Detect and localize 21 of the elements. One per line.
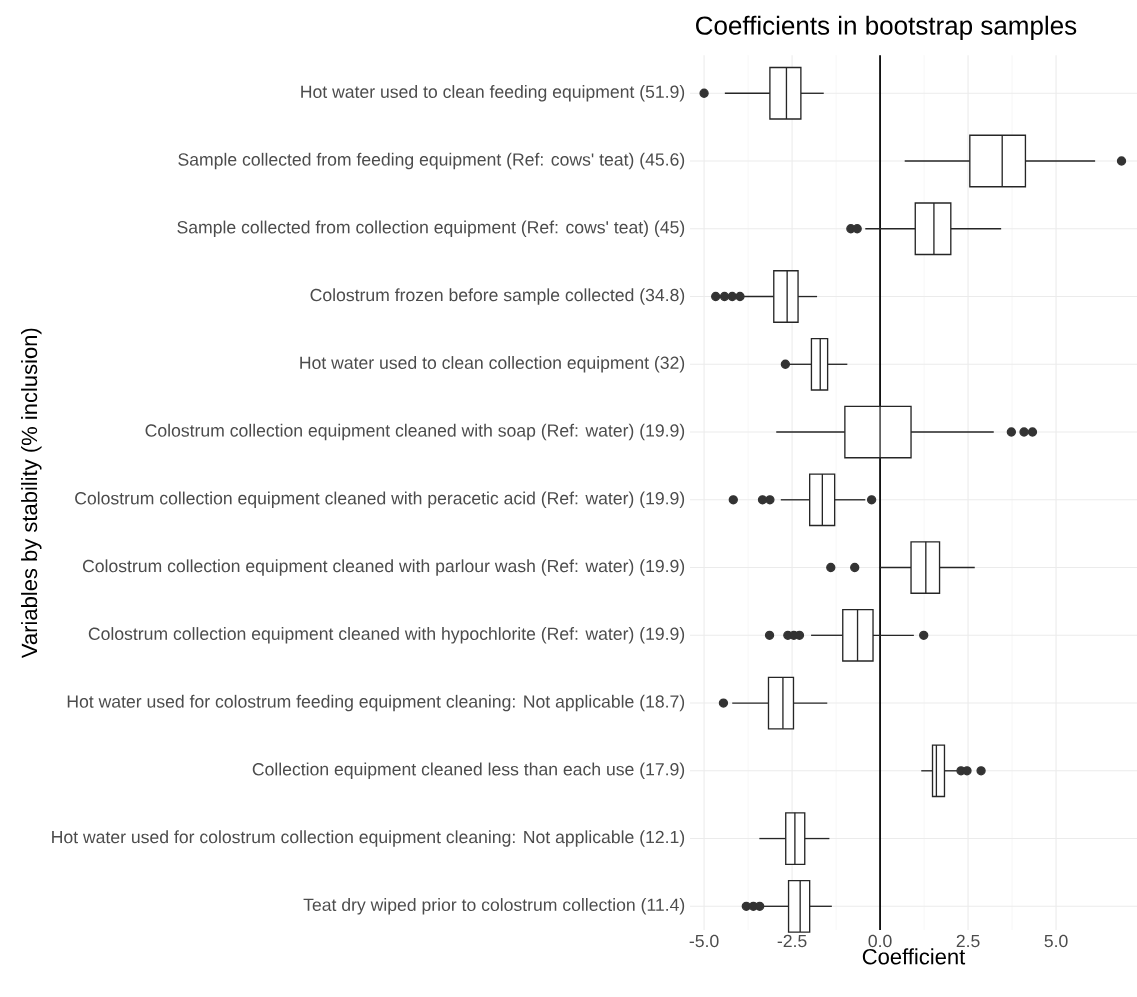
y-tick-label: Hot water used for colostrum feeding equipment cleaning: Not applicable (18.7)	[67, 694, 685, 712]
x-tick-label: 5.0	[1044, 934, 1068, 948]
y-tick-label: Hot water used for colostrum collection equipment cleaning: Not applicable (12.1)	[52, 830, 685, 847]
y-axis-title: Variables by stability (% inclusion)	[21, 328, 42, 659]
y-tick-label: Colostrum collection equipment cleaned with parlour wash (Ref: water) (19.9)	[82, 559, 685, 576]
y-tick-label: Colostrum collection equipment cleaned with soap (Ref: water) (19.9)	[145, 423, 685, 441]
y-tick-label: Collection equipment cleaned less than each use (17.9)	[252, 762, 685, 780]
chart-title: Coefficients in bootstrap samples	[696, 15, 1077, 40]
y-tick-label: Colostrum collection equipment cleaned with peracetic acid (Ref: water) (19.9)	[75, 491, 685, 508]
y-tick-label: Hot water used to clean collection equipment (32)	[300, 356, 685, 373]
x-tick-label: -2.5	[777, 934, 807, 948]
y-tick-label: Colostrum frozen before sample collected (34.8)	[310, 288, 685, 305]
y-tick-label: Teat dry wiped prior to colostrum collection (11.4)	[303, 898, 685, 915]
x-tick-label: 2.5	[956, 934, 980, 948]
y-tick-label: Colostrum collection equipment cleaned with hypochlorite (Ref: water) (19.9)	[88, 627, 685, 644]
y-tick-label: Sample collected from feeding equipment (Ref: cows' teat) (45.6)	[178, 152, 685, 170]
y-tick-label: Sample collected from collection equipment (Ref: cows' teat) (45)	[177, 220, 685, 237]
y-tick-label: Hot water used to clean feeding equipment (51.9)	[301, 85, 685, 102]
x-tick-label: 0.0	[868, 934, 892, 948]
x-tick-label: -5.0	[689, 934, 719, 948]
x-axis-title: Coefficient	[862, 948, 966, 965]
